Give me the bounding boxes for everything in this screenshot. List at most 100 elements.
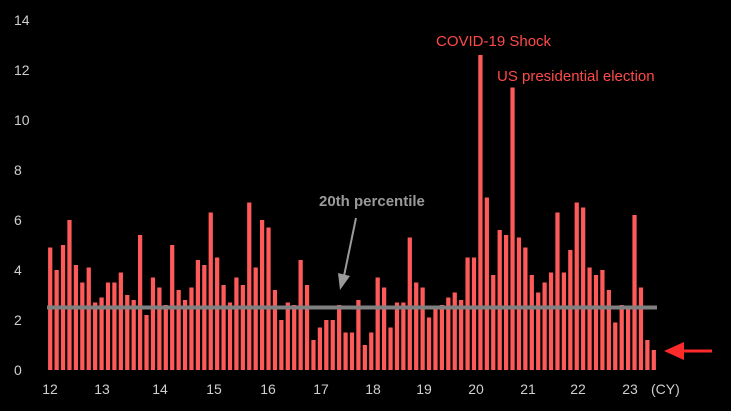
bar [516,237,522,370]
x-tick-label: 21 [520,381,536,397]
bar [638,287,644,370]
bars [48,55,656,370]
bar [497,230,502,370]
bar [587,267,592,370]
x-tick-label: 12 [42,381,58,397]
bar [459,300,464,370]
percentile-arrow [343,217,357,277]
bar [619,305,624,370]
percentile-arrowhead [338,273,350,290]
bar [54,270,59,370]
election-annotation: US presidential election [497,68,655,85]
bar [375,277,380,370]
x-tick-label: 17 [313,381,329,397]
bar [369,332,374,370]
bar [343,332,348,370]
bar [439,305,445,370]
bar [105,282,111,370]
bar [272,290,278,370]
x-tick-label: 22 [570,381,586,397]
bar [324,320,329,370]
bar [240,285,245,370]
bar [86,267,91,370]
bar [426,317,432,370]
bar [349,332,355,370]
x-axis: 12 13 14 15 16 17 18 19 20 21 22 23 (CY) [42,381,680,397]
bar [388,327,393,370]
bar [176,290,181,370]
bar [195,260,201,370]
x-tick-label: 13 [94,381,110,397]
bar [330,320,335,370]
bar [292,305,297,370]
y-tick-label: 2 [14,312,22,328]
bar [401,302,406,370]
bar [253,267,258,370]
bar [625,307,631,370]
bar [118,272,123,370]
bar [266,227,271,370]
x-tick-label: 18 [365,381,381,397]
red-arrow-icon [664,342,712,360]
bar [420,287,425,370]
bar [227,302,233,370]
bar [452,292,457,370]
bar [234,277,239,370]
bar [215,257,220,370]
bar [202,265,207,370]
bar [144,315,149,370]
bar [298,260,303,370]
bar [568,250,573,370]
y-tick-label: 4 [14,262,22,278]
bar [651,350,656,370]
bar [67,220,72,370]
bar [99,297,104,370]
bar [606,290,611,370]
bar [112,282,117,370]
bar [93,302,98,370]
bar [407,237,412,370]
bar [131,300,136,370]
bar [189,287,194,370]
covid-annotation: COVID-19 Shock [436,33,552,50]
bar [150,277,156,370]
x-tick-label: 23 [622,381,638,397]
bar [581,207,586,370]
y-tick-label: 6 [14,212,22,228]
y-tick-label: 12 [14,62,30,78]
percentile-label: 20th percentile [319,193,425,210]
y-axis: 0 2 4 6 8 10 12 14 [14,12,30,378]
x-tick-label: 16 [260,381,276,397]
bar [465,257,470,370]
bar [645,340,650,370]
bar [157,287,162,370]
bar [125,295,130,370]
x-tick-label: 20 [468,381,484,397]
bar [548,272,554,370]
x-tick-label: 14 [152,381,168,397]
bar [632,215,637,370]
bar [208,212,213,370]
bar [381,287,387,370]
bar [337,305,342,370]
bar [247,202,252,370]
bar [259,220,265,370]
bar [593,275,599,370]
y-tick-label: 0 [14,362,22,378]
bar [574,202,579,370]
bar [182,300,188,370]
bar [137,235,143,370]
bar [536,292,541,370]
y-tick-label: 10 [14,112,30,128]
bar [80,282,85,370]
bar [433,307,438,370]
bar [356,300,361,370]
x-tick-label: 15 [206,381,222,397]
x-tick-label: 19 [416,381,432,397]
bar [414,282,419,370]
red-arrow-head [664,342,684,360]
bar [279,320,284,370]
bar [529,275,534,370]
bar [510,87,515,370]
